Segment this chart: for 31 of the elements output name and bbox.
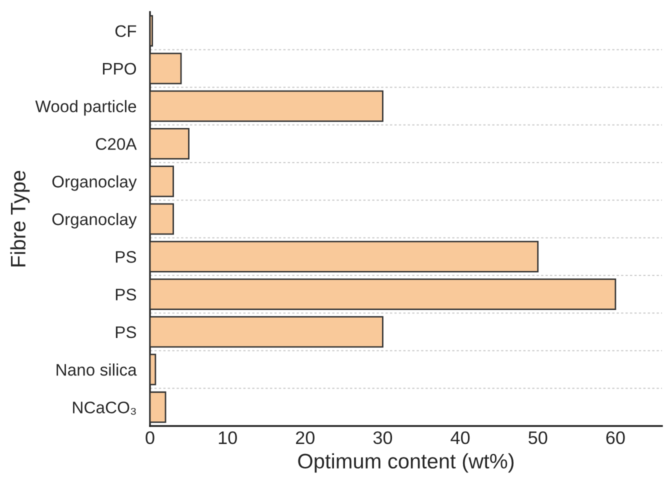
bar (150, 240, 539, 272)
y-tick-label: PPO (102, 62, 136, 75)
y-tick-label: C20A (96, 138, 137, 150)
y-tick-label: Organoclay (52, 212, 137, 228)
y-tick-label: Wood particle (35, 100, 136, 116)
y-tick-label: Nano silica (56, 364, 137, 376)
y-tick-label: CF (115, 25, 136, 38)
bar (150, 52, 182, 84)
bar (150, 203, 174, 235)
y-axis-title: Fibre Type (10, 170, 30, 266)
y-tick-label: PS (116, 288, 136, 300)
y-tick-label: PS (116, 326, 136, 338)
bar (150, 316, 384, 348)
bar (150, 354, 156, 386)
x-tick-label: 30 (373, 431, 392, 444)
x-tick-label: 20 (296, 431, 314, 444)
y-tick-label: PS (116, 251, 136, 263)
x-tick-label: 50 (528, 431, 548, 444)
bar (150, 278, 616, 310)
bar (150, 15, 154, 47)
x-tick-label: 60 (606, 431, 625, 444)
x-tick-label: 40 (450, 431, 470, 444)
bar (150, 391, 166, 423)
bar (150, 166, 174, 198)
y-tick-label: NCaCO₃ (73, 402, 136, 415)
bar (150, 90, 384, 122)
y-tick-label: Organoclay (52, 175, 137, 191)
x-axis-title: Optimum content (wt%) (298, 453, 514, 473)
x-tick-label: 10 (218, 431, 237, 444)
bar (150, 128, 190, 160)
x-tick-label: 0 (146, 431, 154, 444)
